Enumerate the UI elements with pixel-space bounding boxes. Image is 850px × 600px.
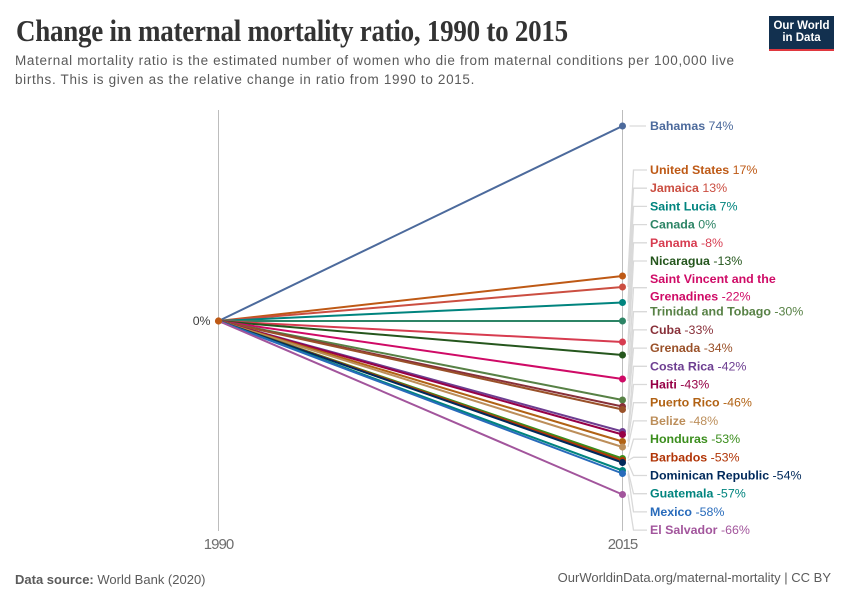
- svg-text:Puerto Rico -46%: Puerto Rico -46%: [650, 396, 752, 410]
- svg-text:Trinidad and Tobago -30%: Trinidad and Tobago -30%: [650, 305, 803, 319]
- svg-text:Nicaragua -13%: Nicaragua -13%: [650, 254, 742, 268]
- svg-text:Dominican Republic -54%: Dominican Republic -54%: [650, 469, 801, 483]
- svg-text:Jamaica 13%: Jamaica 13%: [650, 181, 727, 195]
- svg-text:Saint Lucia 7%: Saint Lucia 7%: [650, 199, 737, 213]
- svg-text:Barbados -53%: Barbados -53%: [650, 450, 740, 464]
- svg-text:Grenada -34%: Grenada -34%: [650, 341, 733, 355]
- svg-text:Saint Vincent and the: Saint Vincent and the: [650, 272, 776, 286]
- svg-text:Panama -8%: Panama -8%: [650, 236, 723, 250]
- svg-text:Canada 0%: Canada 0%: [650, 218, 716, 232]
- svg-text:Haiti -43%: Haiti -43%: [650, 378, 709, 392]
- svg-text:2015: 2015: [608, 536, 638, 553]
- svg-text:Costa Rica -42%: Costa Rica -42%: [650, 359, 746, 373]
- svg-text:Cuba -33%: Cuba -33%: [650, 323, 713, 337]
- svg-text:Belize -48%: Belize -48%: [650, 414, 718, 428]
- svg-text:Guatemala -57%: Guatemala -57%: [650, 487, 746, 501]
- svg-text:Honduras -53%: Honduras -53%: [650, 432, 740, 446]
- svg-text:El Salvador -66%: El Salvador -66%: [650, 523, 750, 537]
- svg-text:Mexico -58%: Mexico -58%: [650, 505, 724, 519]
- svg-text:Bahamas 74%: Bahamas 74%: [650, 119, 733, 133]
- svg-text:United States 17%: United States 17%: [650, 163, 757, 177]
- svg-text:1990: 1990: [204, 536, 234, 553]
- svg-text:Grenadines -22%: Grenadines -22%: [650, 289, 751, 303]
- svg-text:0%: 0%: [193, 314, 211, 328]
